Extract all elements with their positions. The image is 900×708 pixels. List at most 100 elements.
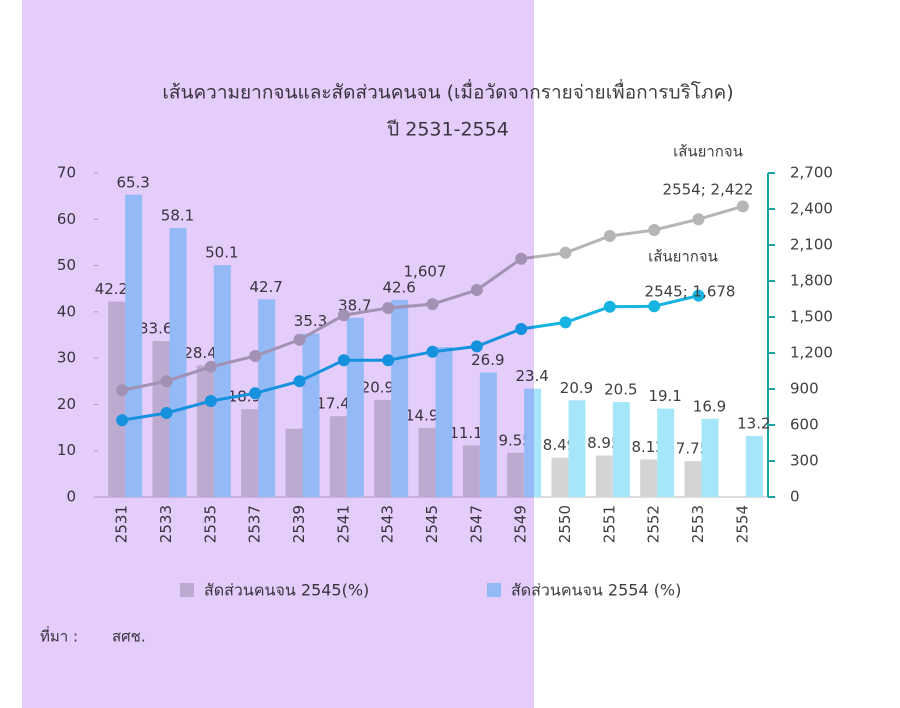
bar — [241, 409, 259, 497]
x-tick-label: 2535 — [201, 505, 219, 543]
annotation: เส้นยากจน — [648, 248, 718, 266]
line-point — [559, 316, 572, 329]
y-tick-label: 50 — [57, 256, 76, 274]
bar — [196, 365, 214, 497]
bar — [524, 388, 542, 497]
line-point — [648, 224, 661, 236]
bar — [152, 341, 170, 497]
x-tick-label: 2539 — [290, 505, 308, 543]
line-point — [382, 354, 395, 367]
line-point — [160, 375, 173, 388]
y2-tick-label: 1,800 — [790, 272, 833, 290]
annotation: 2554; 2,422 — [663, 181, 754, 199]
y2-tick-label: 900 — [790, 380, 819, 398]
line-point — [426, 345, 439, 358]
x-tick-label: 2550 — [556, 505, 574, 543]
line-point — [204, 360, 217, 373]
line-point — [692, 289, 705, 302]
bar — [108, 301, 126, 497]
line-point — [337, 354, 350, 367]
data-label: 8.12 — [631, 438, 664, 456]
line-point — [692, 213, 705, 226]
y-tick-label: 60 — [57, 210, 76, 228]
line-point — [160, 407, 173, 419]
legend-label: สัดส่วนคนจน 2554 (%) — [511, 581, 681, 600]
data-label: 19.1 — [648, 387, 681, 405]
y2-tick-label: 1,200 — [790, 344, 833, 362]
y2-tick-label: 600 — [790, 416, 819, 434]
bar — [391, 299, 409, 497]
data-label: 42.7 — [249, 278, 282, 296]
bar — [258, 299, 276, 497]
bar — [169, 228, 187, 497]
y-tick-label: 0 — [66, 488, 76, 506]
x-tick-label: 2533 — [157, 505, 175, 543]
source-label: ที่มา : — [40, 626, 78, 646]
data-label: 20.5 — [604, 381, 637, 399]
bar — [462, 445, 480, 497]
line-point — [470, 284, 483, 296]
y-tick-label: 30 — [57, 349, 76, 367]
data-label: 7.75 — [676, 440, 709, 458]
bar — [568, 400, 586, 497]
y2-tick-label: 1,500 — [790, 308, 833, 326]
line-point — [116, 384, 129, 397]
line-point — [559, 246, 572, 259]
line-point — [426, 298, 439, 311]
annotation: 1,607 — [404, 263, 447, 281]
y2-tick-label: 0 — [790, 488, 800, 506]
bar — [329, 416, 347, 497]
line-point — [603, 230, 616, 242]
data-label: 8.95 — [587, 434, 620, 452]
bar — [640, 459, 658, 497]
line-point — [116, 414, 129, 427]
x-tick-label: 2531 — [113, 505, 131, 543]
data-label: 42.6 — [382, 278, 415, 296]
y-tick-label: 40 — [57, 302, 76, 320]
line-point — [603, 300, 616, 313]
legend-swatch — [180, 583, 194, 597]
annotation: 2545; 1,678 — [645, 283, 736, 301]
line-point — [515, 252, 528, 265]
y2-tick-label: 2,100 — [790, 236, 833, 254]
chart-title: เส้นความยากจนและสัดส่วนคนจน (เมื่อวัดจาก… — [162, 79, 733, 104]
x-tick-label: 2547 — [467, 505, 485, 543]
data-label: 20.9 — [560, 379, 593, 397]
line-point — [204, 395, 217, 407]
line-point — [337, 309, 350, 322]
annotation: เส้นยากจน — [673, 143, 743, 161]
bar — [479, 372, 497, 497]
x-tick-label: 2545 — [423, 505, 441, 543]
bar — [684, 461, 702, 497]
line-point — [293, 375, 306, 388]
bar — [374, 399, 392, 497]
bar — [612, 402, 630, 497]
bar — [346, 317, 364, 497]
bar — [285, 428, 303, 497]
y2-tick-label: 2,700 — [790, 164, 833, 182]
source: สศช. — [112, 628, 146, 646]
x-tick-label: 2553 — [689, 505, 707, 543]
y-tick-label: 70 — [57, 164, 76, 182]
y2-tick-label: 2,400 — [790, 200, 833, 218]
y-tick-label: 10 — [57, 441, 76, 459]
legend-label: สัดส่วนคนจน 2545(%) — [204, 581, 369, 600]
x-tick-label: 2537 — [246, 505, 264, 543]
bar — [657, 408, 675, 497]
bar — [551, 457, 569, 497]
data-label: 13.2 — [737, 414, 770, 432]
data-label: 8.49 — [543, 436, 576, 454]
data-label: 16.9 — [693, 397, 726, 415]
bar — [701, 418, 719, 497]
bar — [302, 333, 320, 497]
line-point — [249, 350, 262, 362]
bar — [595, 455, 613, 497]
x-tick-label: 2543 — [379, 505, 397, 543]
line-point — [648, 300, 661, 313]
line-point — [249, 387, 262, 400]
x-tick-label: 2541 — [334, 505, 352, 543]
data-label: 23.4 — [515, 367, 548, 385]
legend-swatch — [487, 583, 501, 597]
